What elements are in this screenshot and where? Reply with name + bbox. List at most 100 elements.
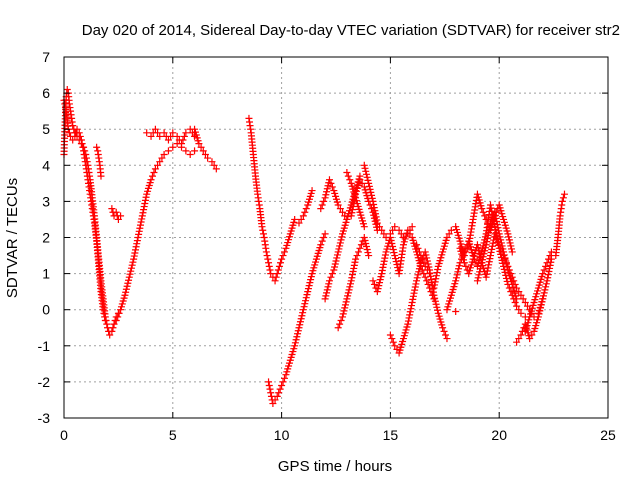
data-point [362,243,370,251]
data-point [375,282,383,290]
data-point [545,255,553,263]
data-point [306,279,314,287]
data-point [526,335,534,343]
data-point [409,292,417,300]
data-point [356,172,364,180]
data-point [108,205,116,213]
data-point [121,291,129,299]
data-point [535,310,543,318]
data-point [210,161,218,169]
data-point [353,252,361,260]
data-point [188,129,196,137]
data-point [415,248,423,256]
data-point [265,378,273,386]
data-point [133,237,141,245]
data-point [505,233,513,241]
data-point [61,104,69,112]
data-point [302,297,310,305]
data-point [538,298,546,306]
data-point [323,289,331,297]
data-point [377,273,385,281]
data-point [321,230,329,238]
data-point [99,306,107,314]
data-point [481,244,489,252]
data-point [378,267,386,275]
data-point [513,295,521,303]
data-point [164,136,172,144]
data-point [515,288,523,296]
data-point [264,255,272,263]
data-point [364,176,372,184]
data-point [389,338,397,346]
data-point [126,270,134,278]
data-point [322,191,330,199]
data-point [345,286,353,294]
data-point [519,295,527,303]
data-point [324,283,332,291]
data-point [347,280,355,288]
data-point [123,282,131,290]
data-point [507,242,515,250]
data-point [390,249,398,257]
data-point [536,307,544,315]
data-point [291,215,299,223]
data-point [486,252,494,260]
data-point [344,172,352,180]
data-point [267,270,275,278]
data-point [372,220,380,228]
data-point [494,224,502,232]
data-point [317,241,325,249]
data-point [335,245,343,253]
data-point [474,244,482,252]
data-point [124,279,132,287]
data-point [143,129,151,137]
data-point [303,291,311,299]
data-point [505,236,513,244]
data-point [484,264,492,272]
data-point [542,283,550,291]
data-point [483,270,491,278]
data-point [297,315,305,323]
data-point [388,240,396,248]
data-point [197,143,205,151]
data-point [336,239,344,247]
data-point [296,318,304,326]
data-point [515,335,523,343]
series-seg17 [430,190,516,292]
data-point [75,129,83,137]
data-point [156,132,164,140]
data-point [336,205,344,213]
data-point [323,185,331,193]
data-point [61,100,69,108]
data-point [136,221,144,229]
data-point [523,302,531,310]
data-point [393,345,401,353]
data-point [122,288,130,296]
data-point [411,283,419,291]
data-point [405,314,413,322]
data-point [545,268,553,276]
data-point [350,261,358,269]
data-point [508,248,516,256]
data-point [373,219,381,227]
data-point [379,263,387,271]
data-point [541,286,549,294]
data-point [452,308,460,316]
data-point [109,324,117,332]
data-point [540,289,548,297]
data-point [278,255,286,263]
data-point [275,389,283,397]
data-point [544,271,552,279]
data-point [291,339,299,347]
y-tick-label: -2 [38,374,51,390]
data-point [388,335,396,343]
data-point [361,164,369,172]
data-point [154,161,162,169]
data-point [344,289,352,297]
data-point [485,225,493,233]
data-point [362,167,370,175]
data-point [500,251,508,259]
data-point [106,331,114,339]
data-point [539,295,547,303]
data-point [371,207,379,215]
